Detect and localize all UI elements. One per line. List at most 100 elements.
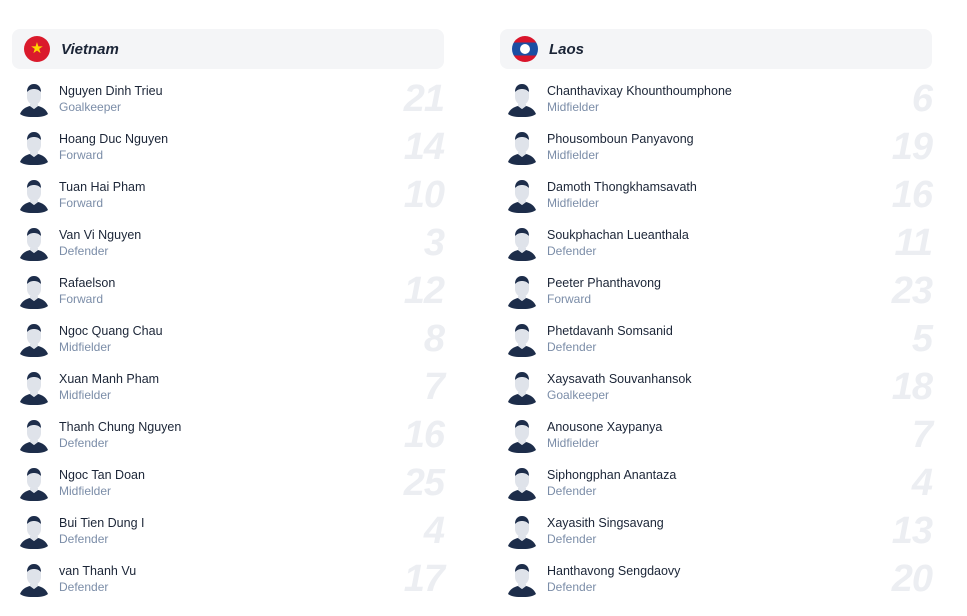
team-header[interactable]: Laos	[500, 29, 932, 69]
player-number: 6	[911, 78, 933, 120]
player-position: Forward	[547, 292, 592, 306]
player-row[interactable]: Damoth Thongkhamsavath Midfielder 16	[500, 172, 933, 220]
player-avatar-icon	[20, 227, 48, 261]
vietnam-flag-icon: ★	[24, 36, 50, 62]
team-panel-vietnam: ★ Vietnam Nguyen Dinh Trieu Goalkeeper 21 H…	[12, 29, 445, 604]
player-number: 13	[891, 510, 933, 552]
player-position: Defender	[547, 580, 597, 594]
player-avatar-icon	[508, 467, 536, 501]
player-row[interactable]: Xaysavath Souvanhansok Goalkeeper 18	[500, 364, 933, 412]
player-number: 12	[403, 270, 445, 312]
player-position: Forward	[59, 148, 104, 162]
player-position: Midfielder	[547, 196, 600, 210]
player-number: 11	[894, 222, 933, 264]
player-number: 5	[911, 318, 933, 360]
player-avatar-icon	[20, 275, 48, 309]
player-name: Hanthavong Sengdaovy	[547, 564, 681, 578]
player-position: Midfielder	[59, 388, 112, 402]
player-position: Defender	[59, 532, 109, 546]
player-position: Defender	[59, 244, 109, 258]
player-position: Midfielder	[547, 148, 600, 162]
player-row[interactable]: Peeter Phanthavong Forward 23	[500, 268, 933, 316]
player-name: Xuan Manh Pham	[59, 372, 160, 386]
player-row[interactable]: Soukphachan Lueanthala Defender 11	[500, 220, 933, 268]
player-row[interactable]: Siphongphan Anantaza Defender 4	[500, 460, 933, 508]
player-avatar-icon	[20, 83, 48, 117]
player-row[interactable]: Tuan Hai Pham Forward 10	[12, 172, 445, 220]
player-position: Midfielder	[547, 100, 600, 114]
player-number: 10	[403, 174, 445, 216]
player-name: Ngoc Tan Doan	[59, 468, 145, 482]
player-list: Chanthavixay Khounthoumphone Midfielder 6 P…	[500, 76, 933, 604]
player-position: Defender	[59, 436, 109, 450]
player-row[interactable]: Ngoc Quang Chau Midfielder 8	[12, 316, 445, 364]
player-name: Soukphachan Lueanthala	[547, 228, 689, 242]
player-row[interactable]: Chanthavixay Khounthoumphone Midfielder 6	[500, 76, 933, 124]
player-position: Defender	[547, 340, 597, 354]
player-row[interactable]: Phetdavanh Somsanid Defender 5	[500, 316, 933, 364]
player-avatar-icon	[508, 83, 536, 117]
player-list: Nguyen Dinh Trieu Goalkeeper 21 Hoang Duc N…	[12, 76, 445, 604]
player-avatar-icon	[20, 467, 48, 501]
team-name: Vietnam	[61, 40, 119, 58]
player-row[interactable]: Nguyen Dinh Trieu Goalkeeper 21	[12, 76, 445, 124]
player-name: Thanh Chung Nguyen	[59, 420, 182, 434]
player-number: 23	[891, 270, 933, 312]
player-number: 16	[403, 414, 445, 456]
player-avatar-icon	[508, 227, 536, 261]
player-number: 7	[911, 414, 933, 456]
player-row[interactable]: Xayasith Singsavang Defender 13	[500, 508, 933, 556]
player-name: Peeter Phanthavong	[547, 276, 661, 290]
player-number: 7	[423, 366, 445, 408]
player-avatar-icon	[508, 371, 536, 405]
player-avatar-icon	[20, 179, 48, 213]
player-row[interactable]: Bui Tien Dung I Defender 4	[12, 508, 445, 556]
player-position: Defender	[547, 484, 597, 498]
player-position: Defender	[547, 244, 597, 258]
player-position: Forward	[59, 196, 104, 210]
player-avatar-icon	[508, 131, 536, 165]
player-row[interactable]: Thanh Chung Nguyen Defender 16	[12, 412, 445, 460]
player-name: Chanthavixay Khounthoumphone	[547, 84, 732, 98]
player-avatar-icon	[20, 515, 48, 549]
player-position: Midfielder	[547, 436, 600, 450]
player-number: 20	[891, 558, 933, 600]
player-name: Phousomboun Panyavong	[547, 132, 694, 146]
player-row[interactable]: van Thanh Vu Defender 17	[12, 556, 445, 604]
player-position: Defender	[59, 580, 109, 594]
team-header[interactable]: ★ Vietnam	[12, 29, 444, 69]
player-name: Phetdavanh Somsanid	[547, 324, 673, 338]
player-row[interactable]: Hoang Duc Nguyen Forward 14	[12, 124, 445, 172]
player-avatar-icon	[508, 275, 536, 309]
player-number: 4	[423, 510, 445, 552]
player-position: Goalkeeper	[547, 388, 610, 402]
player-name: Xaysavath Souvanhansok	[547, 372, 692, 386]
player-row[interactable]: Rafaelson Forward 12	[12, 268, 445, 316]
laos-flag-icon	[512, 36, 538, 62]
player-name: Bui Tien Dung I	[59, 516, 145, 530]
player-avatar-icon	[508, 515, 536, 549]
player-name: Van Vi Nguyen	[59, 228, 142, 242]
player-name: van Thanh Vu	[59, 564, 137, 578]
player-position: Midfielder	[59, 484, 112, 498]
player-number: 19	[891, 126, 933, 168]
player-name: Anousone Xaypanya	[547, 420, 663, 434]
player-name: Tuan Hai Pham	[59, 180, 146, 194]
player-position: Goalkeeper	[59, 100, 122, 114]
player-avatar-icon	[508, 179, 536, 213]
player-row[interactable]: Anousone Xaypanya Midfielder 7	[500, 412, 933, 460]
player-row[interactable]: Van Vi Nguyen Defender 3	[12, 220, 445, 268]
player-name: Hoang Duc Nguyen	[59, 132, 169, 146]
team-name: Laos	[549, 40, 585, 58]
player-avatar-icon	[20, 419, 48, 453]
player-avatar-icon	[20, 371, 48, 405]
player-row[interactable]: Phousomboun Panyavong Midfielder 19	[500, 124, 933, 172]
player-row[interactable]: Hanthavong Sengdaovy Defender 20	[500, 556, 933, 604]
player-row[interactable]: Ngoc Tan Doan Midfielder 25	[12, 460, 445, 508]
player-avatar-icon	[20, 131, 48, 165]
player-number: 18	[891, 366, 933, 408]
player-position: Defender	[547, 532, 597, 546]
player-row[interactable]: Xuan Manh Pham Midfielder 7	[12, 364, 445, 412]
player-position: Forward	[59, 292, 104, 306]
player-number: 21	[403, 78, 445, 120]
